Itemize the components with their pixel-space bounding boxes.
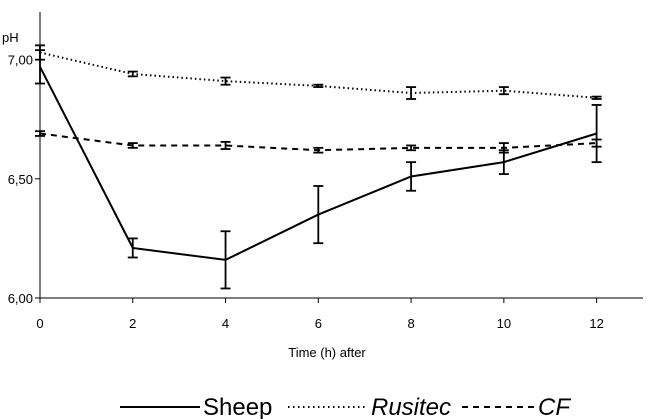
y-tick-label: 6,00 [8, 291, 33, 306]
error-bar-rusitec [313, 83, 324, 88]
error-bar-sheep [313, 185, 324, 245]
legend-label-cf: CF [538, 394, 571, 419]
error-bar-cf [406, 144, 417, 152]
legend-label-rusitec: Rusitec [371, 394, 451, 419]
error-bar-cf [220, 140, 231, 150]
series-sheep [35, 49, 602, 290]
error-bar-rusitec [220, 76, 231, 86]
x-tick-label: 8 [407, 316, 414, 331]
x-tick-label: 4 [222, 316, 229, 331]
error-bar-rusitec [127, 70, 138, 78]
legend-label-sheep: Sheep [203, 394, 272, 419]
legend: Sheep Rusitec CF [120, 394, 571, 419]
x-axis-ticks: 0 2 4 6 8 10 12 [36, 298, 604, 331]
error-bar-cf [313, 146, 324, 154]
y-axis-ticks: 6,00 6,50 7,00 [8, 53, 40, 306]
x-tick-label: 0 [36, 316, 43, 331]
series-line-rusitec [39, 51, 597, 99]
series-cf [35, 130, 602, 154]
error-bar-rusitec [591, 95, 602, 100]
error-bar-cf [498, 142, 509, 154]
error-bar-sheep [220, 230, 231, 290]
x-tick-label: 2 [129, 316, 136, 331]
axes [39, 12, 643, 299]
error-bar-rusitec [406, 86, 417, 100]
error-bar-cf [591, 138, 602, 148]
error-bar-cf [127, 142, 138, 149]
error-bar-cf [35, 130, 45, 137]
series-lines [35, 44, 602, 290]
error-bar-rusitec [35, 44, 45, 61]
x-tick-label: 10 [497, 316, 511, 331]
y-tick-label: 6,50 [8, 172, 33, 187]
y-axis-label: pH [2, 30, 19, 45]
x-tick-label: 12 [589, 316, 603, 331]
error-bar-sheep [591, 104, 602, 164]
error-bar-rusitec [498, 86, 509, 96]
y-tick-label: 7,00 [8, 53, 33, 68]
series-rusitec [35, 44, 602, 100]
x-tick-label: 6 [315, 316, 322, 331]
x-axis-label: Time (h) after [288, 345, 366, 360]
error-bar-sheep [406, 161, 417, 192]
error-bar-sheep [127, 237, 138, 259]
